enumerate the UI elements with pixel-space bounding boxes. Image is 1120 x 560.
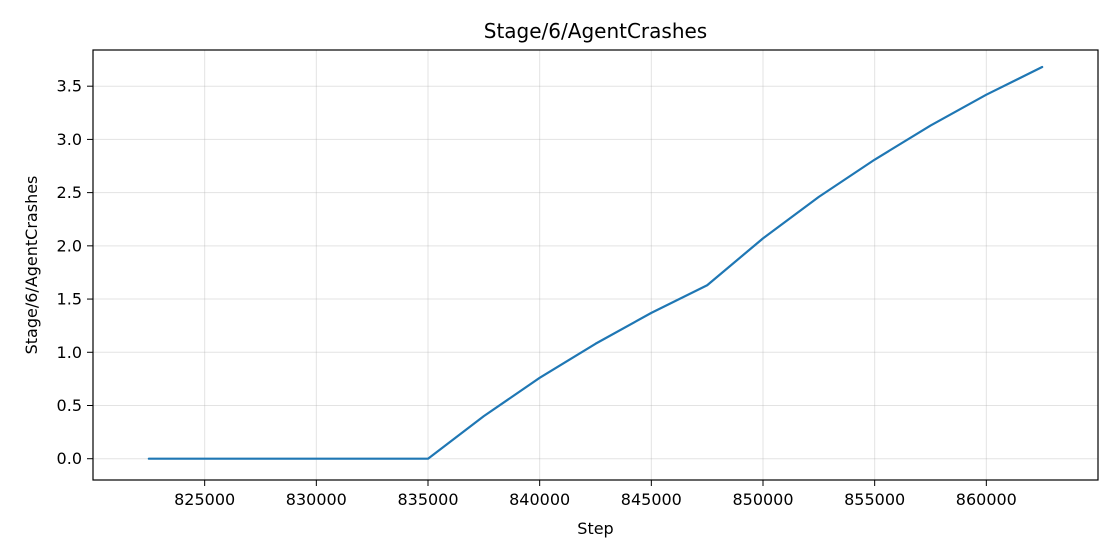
y-tick-label: 3.5	[57, 77, 82, 96]
y-tick-label: 0.0	[57, 449, 82, 468]
plot-frame	[92, 49, 1099, 481]
x-tick-label: 850000	[732, 490, 793, 509]
grid	[93, 50, 1098, 480]
x-tick-label: 830000	[286, 490, 347, 509]
x-tick-label: 840000	[509, 490, 570, 509]
series-layer	[147, 65, 1044, 460]
x-tick-label: 860000	[956, 490, 1017, 509]
y-axis-label: Stage/6/AgentCrashes	[22, 176, 41, 355]
y-tick-label: 1.5	[57, 290, 82, 309]
y-tick-label: 2.5	[57, 183, 82, 202]
y-tick-label: 2.0	[57, 236, 82, 255]
x-tick-label: 825000	[174, 490, 235, 509]
x-axis-ticks: 825000 830000 835000 840000 845000 850000 8550…	[174, 480, 1017, 509]
y-tick-label: 1.0	[57, 343, 82, 362]
y-tick-label: 0.5	[57, 396, 82, 415]
x-tick-label: 835000	[397, 490, 458, 509]
chart-title: Stage/6/AgentCrashes	[484, 19, 707, 43]
series-line	[147, 65, 1044, 460]
x-tick-label: 855000	[844, 490, 905, 509]
y-tick-label: 3.0	[57, 130, 82, 149]
x-tick-label: 845000	[621, 490, 682, 509]
x-axis-label: Step	[577, 519, 613, 538]
y-axis-ticks: 0.0 0.5 1.0 1.5 2.0 2.5 3.0 3.5	[57, 77, 93, 468]
